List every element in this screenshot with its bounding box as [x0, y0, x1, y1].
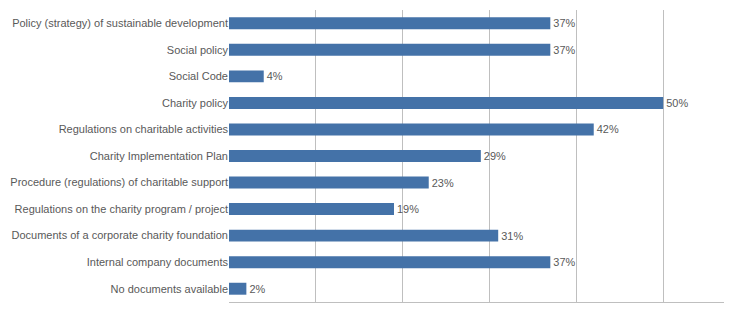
- svg-text:19%: 19%: [397, 203, 419, 215]
- svg-text:23%: 23%: [432, 177, 454, 189]
- svg-text:37%: 37%: [553, 44, 575, 56]
- svg-text:No documents available: No documents available: [111, 283, 228, 295]
- svg-text:37%: 37%: [553, 17, 575, 29]
- svg-text:Social policy: Social policy: [167, 44, 229, 56]
- svg-text:Social Code: Social Code: [169, 70, 228, 82]
- svg-text:Regulations on the charity pro: Regulations on the charity program / pro…: [15, 203, 228, 215]
- svg-text:50%: 50%: [666, 97, 688, 109]
- svg-text:Procedure (regulations) of cha: Procedure (regulations) of charitable su…: [10, 176, 228, 188]
- svg-text:Policy (strategy) of sustainab: Policy (strategy) of sustainable develop…: [12, 17, 228, 29]
- svg-text:Charity Implementation Plan: Charity Implementation Plan: [90, 150, 228, 162]
- svg-text:29%: 29%: [484, 150, 506, 162]
- svg-text:Internal company documents: Internal company documents: [87, 256, 229, 268]
- svg-text:Regulations on charitable acti: Regulations on charitable activities: [59, 123, 229, 135]
- svg-text:31%: 31%: [501, 230, 523, 242]
- svg-text:37%: 37%: [553, 256, 575, 268]
- svg-text:2%: 2%: [249, 283, 265, 295]
- svg-text:42%: 42%: [597, 123, 619, 135]
- svg-text:Charity policy: Charity policy: [162, 97, 229, 109]
- svg-text:4%: 4%: [267, 70, 283, 82]
- svg-text:Documents of a corporate chari: Documents of a corporate charity foundat…: [12, 229, 228, 241]
